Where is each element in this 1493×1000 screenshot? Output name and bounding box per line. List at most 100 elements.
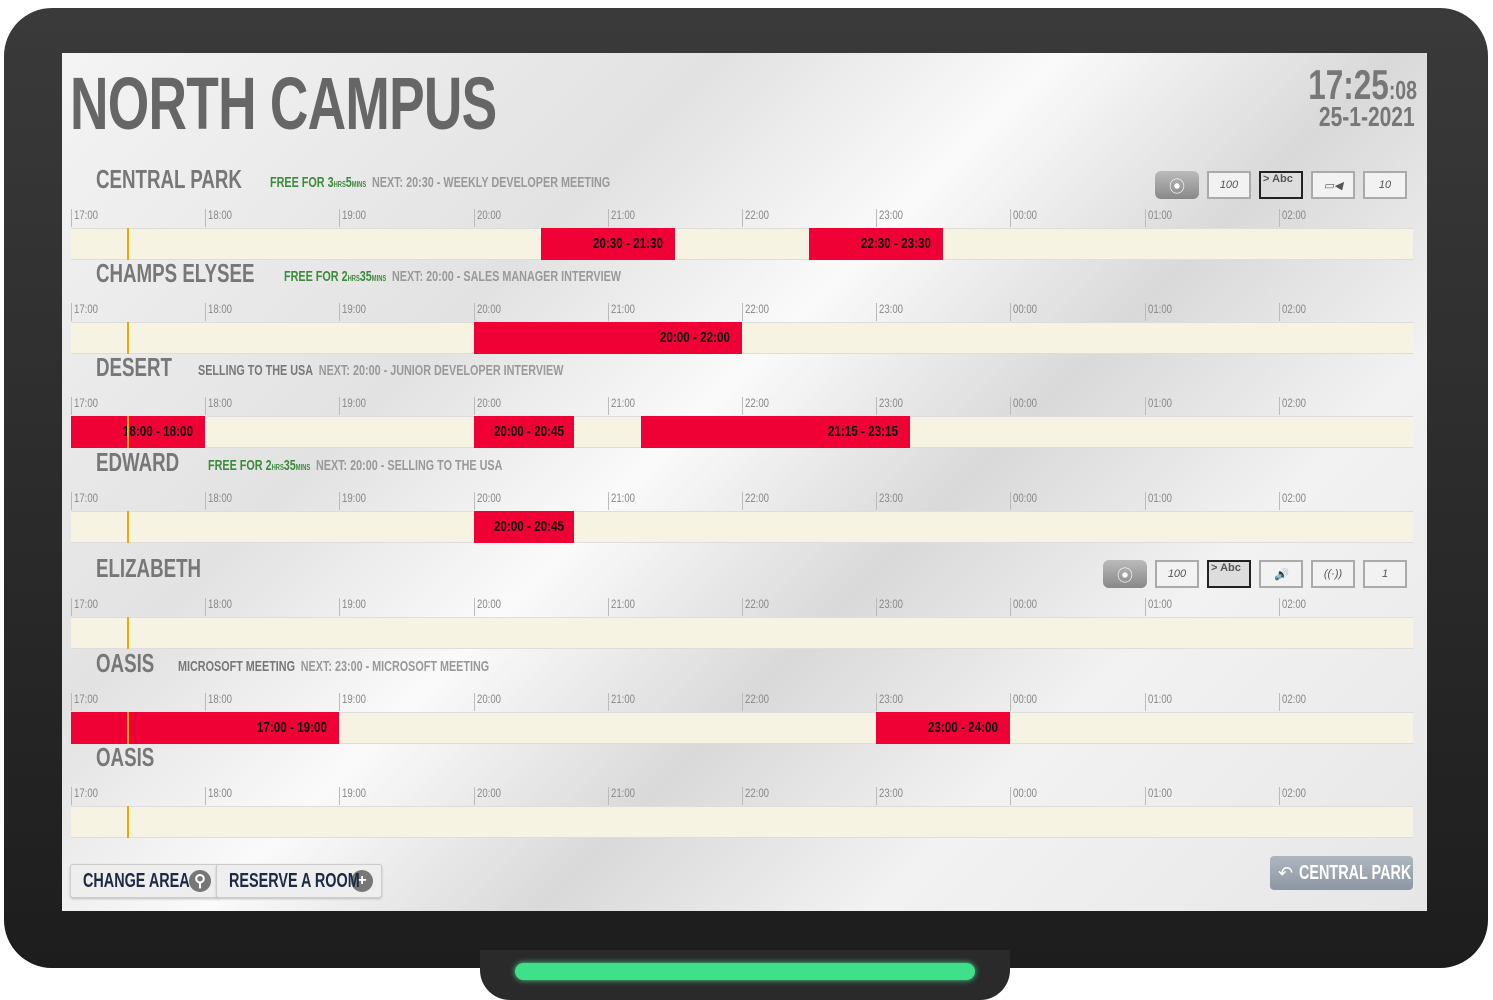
current-meeting: SELLING TO THE USA	[198, 362, 314, 379]
hour-tick: 22:00	[742, 693, 775, 711]
booking-block[interactable]: 17:00 - 19:00	[71, 712, 340, 744]
free-prefix: FREE FOR	[208, 457, 266, 474]
free-mins: MINS	[371, 274, 386, 283]
hour-label: 17:00	[74, 692, 99, 706]
hour-tick: 01:00	[1144, 786, 1178, 805]
hour-label: 01:00	[1147, 786, 1172, 800]
booking-time: 23:00 - 24:00	[928, 719, 999, 736]
hour-label: 20:00	[476, 692, 501, 706]
hour-tick: 00:00	[1010, 492, 1043, 510]
hour-label: 22:00	[745, 396, 770, 410]
hour-tick: 19:00	[339, 209, 372, 227]
hour-label: 23:00	[879, 302, 904, 316]
plus-icon: +	[351, 870, 373, 892]
hour-tick: 20:00	[473, 303, 507, 321]
free-status: FREE FOR 2HRS35MINS	[284, 268, 386, 285]
hour-label: 18:00	[208, 302, 233, 316]
room-name[interactable]: CHAMPS ELYSEE	[96, 258, 255, 288]
video-camera-icon: ▭◀	[1311, 171, 1355, 199]
timeline-bar[interactable]	[71, 617, 1413, 649]
room-name[interactable]: OASIS	[96, 648, 155, 678]
room-name[interactable]: ELIZABETH	[96, 553, 202, 583]
projector-icon: ⦿	[1103, 560, 1147, 588]
hour-tick: 18:00	[205, 787, 238, 805]
hour-tick: 02:00	[1278, 396, 1312, 415]
hour-tick: 23:00	[876, 693, 909, 711]
hour-tick: 00:00	[1010, 397, 1043, 415]
hour-label: 18:00	[208, 692, 233, 706]
hour-tick: 18:00	[205, 598, 238, 616]
hour-tick: 17:00	[71, 397, 104, 415]
hour-label: 00:00	[1013, 786, 1038, 800]
change-area-button[interactable]: CHANGE AREA ⚲	[70, 864, 220, 898]
hour-tick: 00:00	[1010, 303, 1043, 321]
room-header: EDWARD FREE FOR 2HRS35MINS NEXT: 20:00 - S…	[96, 447, 617, 478]
hour-tick: 21:00	[607, 787, 641, 805]
hour-label: 17:00	[74, 208, 99, 222]
hour-tick: 21:00	[607, 597, 641, 616]
hour-label: 02:00	[1281, 491, 1306, 505]
hour-tick: 21:00	[607, 492, 641, 510]
hour-label: 17:00	[74, 302, 99, 316]
hour-label: 02:00	[1281, 597, 1306, 611]
room-name[interactable]: CENTRAL PARK	[96, 164, 242, 194]
current-meeting: MICROSOFT MEETING	[177, 658, 295, 675]
screen: NORTH CAMPUS 17:25:08 25-1-2021 CENTRAL …	[62, 53, 1427, 911]
clock-seconds: :08	[1388, 75, 1417, 105]
hour-tick: 00:00	[1010, 787, 1043, 805]
hour-label: 00:00	[1013, 597, 1038, 611]
booking-block[interactable]: 20:00 - 22:00	[473, 322, 742, 354]
next-meeting: NEXT: 20:00 - JUNIOR DEVELOPER INTERVIEW	[319, 362, 564, 379]
booking-block[interactable]: 22:30 - 23:30	[809, 228, 944, 260]
booking-block[interactable]: 20:00 - 20:45	[473, 511, 575, 543]
room-status-line: FREE FOR 3HRS5MINS NEXT: 20:30 - WEEKLY D…	[270, 174, 610, 195]
hour-label: 00:00	[1013, 491, 1038, 505]
hour-label: 21:00	[610, 396, 635, 410]
booking-block[interactable]: 20:30 - 21:30	[540, 228, 675, 260]
hour-tick: 21:00	[607, 396, 641, 415]
timeline-bar[interactable]	[71, 228, 1413, 260]
hour-label: 02:00	[1281, 396, 1306, 410]
reserve-room-button[interactable]: RESERVE A ROOM +	[216, 864, 382, 898]
hour-label: 21:00	[610, 597, 635, 611]
booking-time: 20:30 - 21:30	[592, 235, 663, 252]
hour-label: 22:00	[745, 597, 770, 611]
booking-block[interactable]: 18:00 - 18:00	[71, 416, 206, 448]
booking-block[interactable]: 23:00 - 24:00	[876, 712, 1011, 744]
booking-block[interactable]: 20:00 - 20:45	[473, 416, 575, 448]
hour-tick: 18:00	[205, 492, 238, 510]
booking-time: 20:00 - 22:00	[659, 329, 730, 346]
hour-label: 19:00	[342, 597, 367, 611]
hour-tick: 17:00	[71, 598, 104, 616]
hour-label: 22:00	[745, 491, 770, 505]
hour-label: 00:00	[1013, 692, 1038, 706]
room-name[interactable]: DESERT	[96, 352, 172, 382]
booking-time: 20:00 - 20:45	[493, 423, 564, 440]
whiteboard-icon: 100	[1207, 171, 1251, 199]
room-header: DESERT SELLING TO THE USA NEXT: 20:00 - JU…	[96, 352, 706, 383]
hour-label: 00:00	[1013, 302, 1038, 316]
hour-label: 18:00	[208, 208, 233, 222]
hour-tick: 17:00	[71, 492, 104, 510]
back-to-room-button[interactable]: ↶ CENTRAL PARK	[1270, 856, 1413, 890]
room-name[interactable]: OASIS	[96, 742, 155, 772]
current-time-marker	[126, 712, 129, 744]
room-status-line: SELLING TO THE USA NEXT: 20:00 - JUNIOR D…	[198, 362, 563, 383]
hour-tick: 20:00	[473, 396, 507, 415]
timeline-bar[interactable]	[71, 322, 1413, 354]
hour-tick: 02:00	[1278, 787, 1312, 805]
hour-tick: 18:00	[205, 209, 238, 227]
free-mins: MINS	[296, 463, 311, 472]
hour-tick: 22:00	[742, 492, 775, 510]
back-arrow-icon: ↶	[1278, 862, 1294, 883]
booking-block[interactable]: 21:15 - 23:15	[641, 416, 910, 448]
timeline-bar[interactable]	[71, 806, 1413, 838]
room-name[interactable]: EDWARD	[96, 447, 180, 477]
hour-label: 23:00	[879, 491, 904, 505]
timeline-bar[interactable]	[71, 511, 1413, 543]
hour-label: 20:00	[476, 396, 501, 410]
hour-tick: 22:00	[742, 209, 775, 227]
free-h: 3	[327, 174, 334, 191]
hour-tick: 19:00	[339, 492, 372, 510]
hour-label: 01:00	[1147, 396, 1172, 410]
